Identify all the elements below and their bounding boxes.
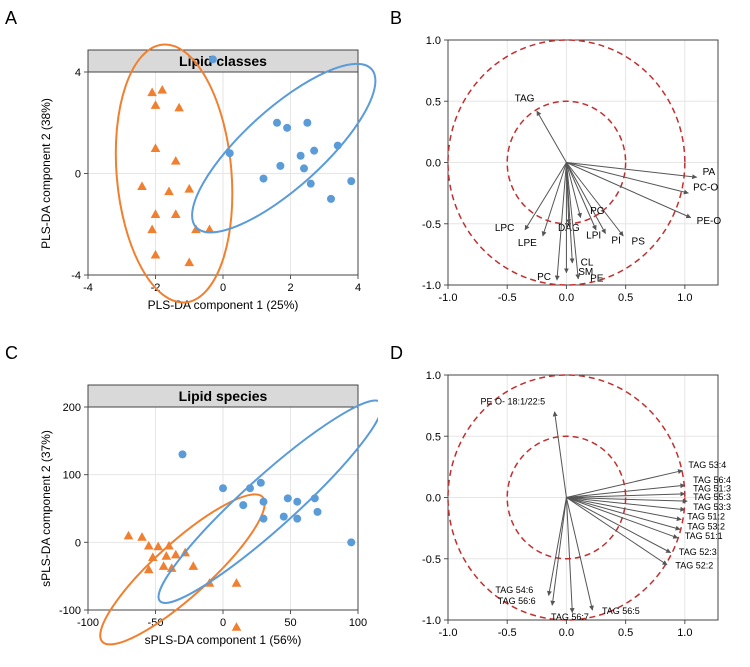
svg-text:1.0: 1.0 bbox=[677, 292, 692, 304]
loading-plot-b: -1.0 -0.5 0.0 0.5 1.0 -1.0 -0.5 0.0 0.5 1.0 TAG PA P… bbox=[398, 15, 738, 325]
scatter-plot-c: Lipid species-100-50050100-1000100200sPL… bbox=[28, 350, 378, 660]
svg-text:-1.0: -1.0 bbox=[422, 615, 441, 627]
svg-text:0.5: 0.5 bbox=[426, 96, 441, 108]
svg-text:4: 4 bbox=[355, 282, 361, 294]
svg-text:-100: -100 bbox=[59, 605, 81, 617]
svg-text:0.5: 0.5 bbox=[618, 292, 633, 304]
svg-text:0.0: 0.0 bbox=[559, 627, 574, 639]
svg-text:-100: -100 bbox=[77, 617, 99, 629]
svg-text:200: 200 bbox=[63, 402, 81, 414]
svg-text:LPI: LPI bbox=[586, 230, 601, 241]
svg-text:PS: PS bbox=[632, 237, 646, 248]
svg-text:-1.0: -1.0 bbox=[422, 280, 441, 292]
panel-label-a: A bbox=[5, 8, 17, 29]
svg-text:-0.5: -0.5 bbox=[498, 627, 517, 639]
svg-text:PLS-DA component 2 (38%): PLS-DA component 2 (38%) bbox=[39, 98, 53, 249]
svg-text:-1.0: -1.0 bbox=[439, 627, 458, 639]
svg-text:TAG 53:4: TAG 53:4 bbox=[688, 460, 726, 470]
svg-text:0.5: 0.5 bbox=[618, 627, 633, 639]
scatter-plot-a: Lipid classes-4-2024-404PLS-DA component… bbox=[28, 15, 378, 325]
panel-label-c: C bbox=[5, 343, 18, 364]
svg-text:TAG 55:3: TAG 55:3 bbox=[693, 492, 731, 502]
svg-text:1.0: 1.0 bbox=[677, 627, 692, 639]
svg-text:TAG 52:3: TAG 52:3 bbox=[679, 547, 717, 557]
svg-text:sPLS-DA component 2 (37%): sPLS-DA component 2 (37%) bbox=[39, 430, 53, 587]
svg-text:-1.0: -1.0 bbox=[439, 292, 458, 304]
svg-text:-0.5: -0.5 bbox=[422, 554, 441, 566]
svg-text:Lipid classes: Lipid classes bbox=[179, 53, 267, 69]
svg-text:PG: PG bbox=[590, 206, 605, 217]
svg-text:PE O- 18:1/22:5: PE O- 18:1/22:5 bbox=[481, 396, 546, 406]
svg-text:PI: PI bbox=[611, 235, 620, 246]
svg-text:TAG 52:2: TAG 52:2 bbox=[675, 561, 713, 571]
svg-text:0.0: 0.0 bbox=[559, 292, 574, 304]
svg-text:LPE: LPE bbox=[518, 238, 537, 249]
svg-text:1.0: 1.0 bbox=[426, 370, 441, 382]
svg-text:0: 0 bbox=[75, 537, 81, 549]
svg-text:TAG 54:6: TAG 54:6 bbox=[495, 585, 533, 595]
loading-plot-d: -1.0 -0.5 0.0 0.5 1.0 -1.0 -0.5 0.0 0.5 1.0 PE O- … bbox=[398, 350, 738, 660]
svg-text:LPC: LPC bbox=[495, 223, 514, 234]
svg-text:TAG 53:3: TAG 53:3 bbox=[693, 502, 731, 512]
svg-text:TAG 51:2: TAG 51:2 bbox=[687, 512, 725, 522]
svg-text:PC: PC bbox=[537, 272, 551, 283]
svg-text:TAG: TAG bbox=[515, 93, 535, 104]
svg-text:TAG 56:7: TAG 56:7 bbox=[551, 612, 589, 622]
svg-text:Lipid species: Lipid species bbox=[179, 388, 268, 404]
svg-text:0: 0 bbox=[220, 282, 226, 294]
figure: A B C D Lipid classes-4-2024-404PLS-DA c… bbox=[0, 0, 750, 667]
svg-text:sPLS-DA component 1 (56%): sPLS-DA component 1 (56%) bbox=[145, 633, 302, 647]
svg-text:TAG 51:1: TAG 51:1 bbox=[685, 531, 723, 541]
svg-text:TAG 53:2: TAG 53:2 bbox=[687, 521, 725, 531]
svg-text:0.0: 0.0 bbox=[426, 493, 441, 505]
svg-text:0: 0 bbox=[75, 169, 81, 181]
svg-text:100: 100 bbox=[63, 470, 81, 482]
svg-text:PA: PA bbox=[703, 167, 716, 178]
svg-text:-4: -4 bbox=[83, 282, 93, 294]
svg-text:4: 4 bbox=[75, 67, 81, 79]
svg-text:PE: PE bbox=[590, 273, 604, 284]
svg-text:PE-O: PE-O bbox=[697, 216, 722, 227]
svg-text:0.5: 0.5 bbox=[426, 431, 441, 443]
svg-text:100: 100 bbox=[349, 617, 367, 629]
svg-text:0.0: 0.0 bbox=[426, 158, 441, 170]
svg-text:-0.5: -0.5 bbox=[498, 292, 517, 304]
svg-text:50: 50 bbox=[284, 617, 296, 629]
svg-text:0: 0 bbox=[220, 617, 226, 629]
svg-text:1.0: 1.0 bbox=[426, 35, 441, 47]
svg-text:-4: -4 bbox=[71, 270, 81, 282]
svg-text:PC-O: PC-O bbox=[693, 183, 718, 194]
svg-text:TAG 56:5: TAG 56:5 bbox=[602, 606, 640, 616]
svg-text:2: 2 bbox=[287, 282, 293, 294]
svg-text:TAG 56:6: TAG 56:6 bbox=[498, 596, 536, 606]
svg-text:-0.5: -0.5 bbox=[422, 219, 441, 231]
